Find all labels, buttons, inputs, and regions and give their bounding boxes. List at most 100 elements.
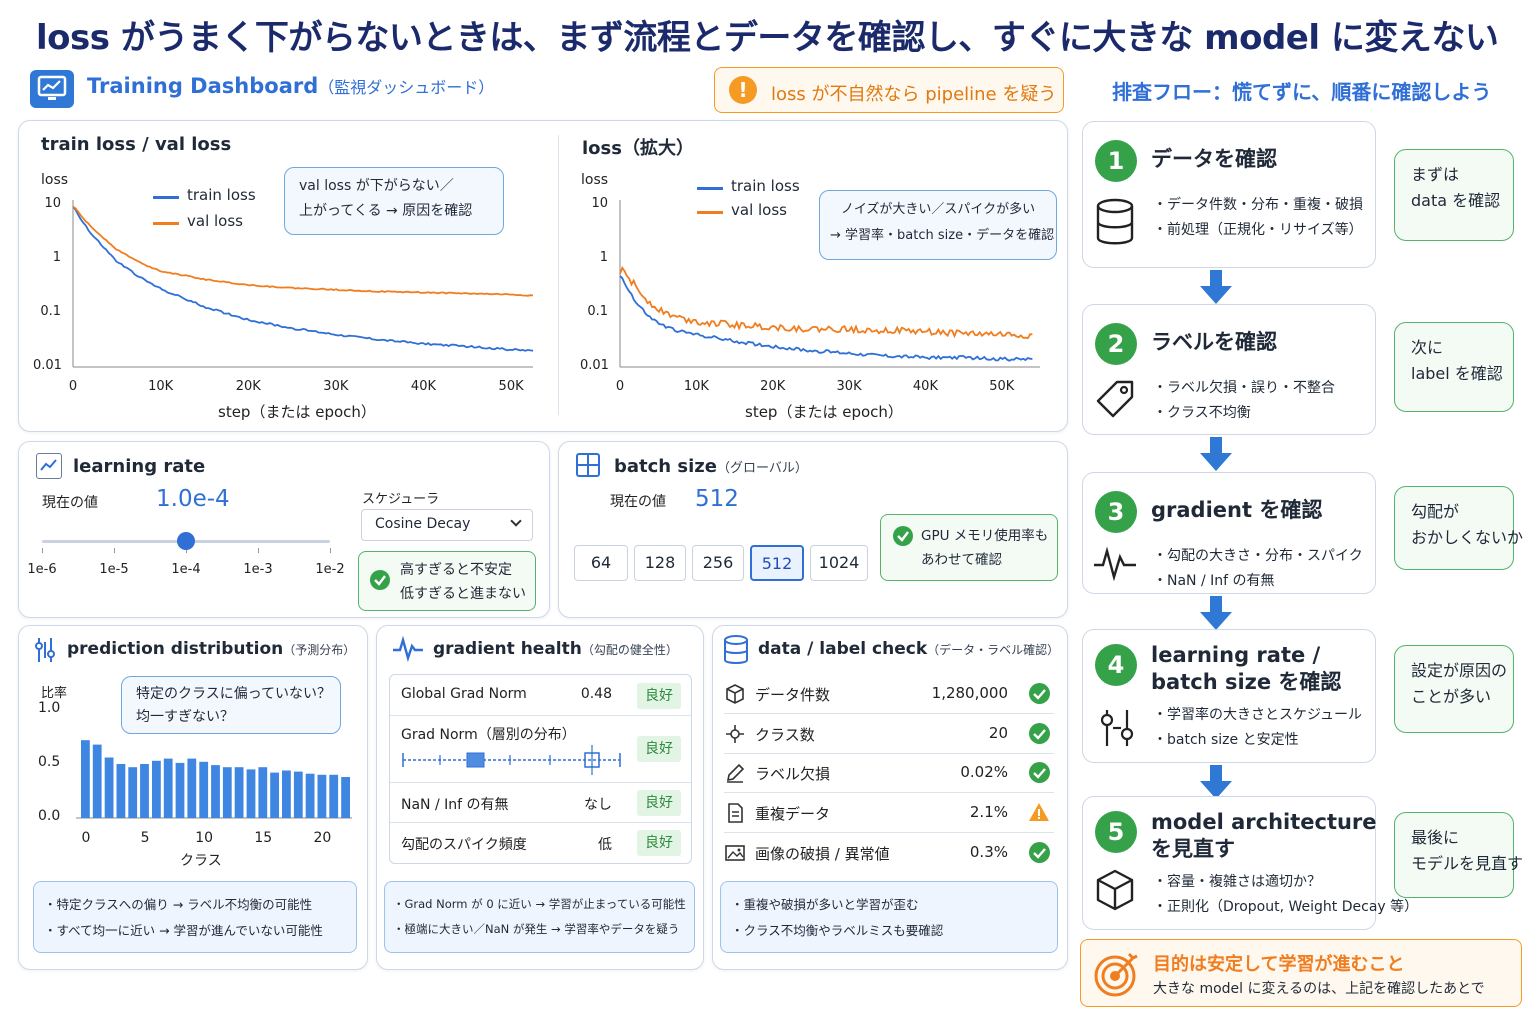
step-hint-line: 勾配が <box>1411 502 1460 521</box>
flow-arrow-icon <box>1198 596 1234 632</box>
scheduler-select[interactable]: Cosine Decay <box>361 509 533 541</box>
gradient-table <box>389 674 692 864</box>
zoom-chart-plot <box>619 200 1040 368</box>
batch-size-option-256[interactable]: 256 <box>692 545 744 581</box>
step-hint-line: 設定が原因の <box>1411 661 1508 680</box>
step-number-badge: 4 <box>1095 644 1137 686</box>
loss-callout-line-2: 上がってくる → 原因を確認 <box>299 203 473 219</box>
zoom-chart-xlabel: step（または epoch） <box>745 403 903 421</box>
loss-ytick: 1 <box>52 250 61 265</box>
pulse-icon <box>1093 545 1137 585</box>
lr-slider-handle[interactable] <box>177 532 195 550</box>
zoom-legend-swatch-train <box>697 187 723 190</box>
pred-bar-17 <box>282 770 291 818</box>
zoom-xtick: 10K <box>683 379 709 394</box>
node-icon <box>724 723 746 745</box>
zoom-line-val <box>619 265 1033 340</box>
step-title: model architecture <box>1151 810 1377 834</box>
data-check-notes: ・重複や破損が多いと学習が歪む ・クラス不均衡やラベルミスも要確認 <box>720 881 1058 953</box>
bs-note: GPU メモリ使用率も あわせて確認 <box>880 514 1058 581</box>
pen-icon <box>724 762 746 784</box>
gradient-row-sep <box>390 715 691 716</box>
gradient-row-value: 0.48 <box>580 686 612 702</box>
step-hint-line: おかしくないか <box>1411 528 1524 547</box>
batch-size-option-1024[interactable]: 1024 <box>810 545 868 581</box>
batch-size-title: batch size（グローバル） <box>614 456 808 477</box>
bs-note-line-1: GPU メモリ使用率も <box>921 528 1049 544</box>
gradient-status-badge: 良好 <box>637 790 681 816</box>
batch-size-option-512[interactable]: 512 <box>750 545 804 581</box>
zoom-ytick: 0.1 <box>587 304 608 319</box>
zoom-callout-line-2: → 学習率・batch size・データを確認 <box>830 228 1055 243</box>
zoom-legend-swatch-val <box>697 211 723 214</box>
pred-ytick: 0.0 <box>38 808 61 824</box>
data-row-sep <box>724 832 1054 833</box>
pred-bar-16 <box>270 772 279 818</box>
lr-note-line-2: 低すぎると進まない <box>400 586 526 602</box>
gradient-note-1: ・Grad Norm が 0 に近い → 学習が止まっている可能性 <box>393 897 686 911</box>
data-row-label: 画像の破損 / 異常値 <box>755 845 890 863</box>
lr-slider-tick: 1e-5 <box>99 562 129 577</box>
loss-callout-line-1: val loss が下がらない／ <box>299 178 454 194</box>
legend-swatch-train <box>153 196 179 199</box>
zoom-line-train <box>619 275 1033 362</box>
data-check-title: data / label check（データ・ラベル確認） <box>758 639 1059 659</box>
pred-bar-11 <box>211 765 220 818</box>
loss-xtick: 10K <box>148 379 174 394</box>
loss-chart-plot <box>72 200 534 368</box>
step-hint-line: 最後に <box>1411 828 1460 847</box>
step-description: ・データ件数・分布・重複・破損 <box>1153 197 1363 213</box>
prediction-ylabel: 比率 <box>41 686 68 701</box>
zoom-legend-train: train loss <box>731 177 800 195</box>
loss-xtick: 30K <box>323 379 349 394</box>
data-row-sep <box>724 792 1054 793</box>
lr-slider-tick: 1e-3 <box>243 562 273 577</box>
pred-bar-4 <box>128 767 138 818</box>
step-title: batch size を確認 <box>1151 670 1342 694</box>
step-hint-line: モデルを見直す <box>1411 854 1524 873</box>
legend-swatch-val <box>153 222 179 225</box>
prediction-title-text: prediction distribution <box>67 639 284 659</box>
step-title: を見直す <box>1151 837 1235 861</box>
step-hint-1: まずは data を確認 <box>1394 149 1514 241</box>
data-check-note-1: ・重複や破損が多いと学習が歪む <box>731 897 919 912</box>
gradient-status-badge: 良好 <box>637 830 681 856</box>
prediction-notes: ・特定クラスへの偏り → ラベル不均衡の可能性 ・すべて均一に近い → 学習が進… <box>33 881 357 953</box>
zoom-xtick: 40K <box>912 379 938 394</box>
batch-size-option-64[interactable]: 64 <box>574 545 628 581</box>
batch-size-subtitle: （グローバル） <box>716 461 808 476</box>
prediction-callout-line-2: 均一すぎない？ <box>136 709 234 725</box>
data-row-label: ラベル欠損 <box>755 765 831 783</box>
step-hint-2: 次に label を確認 <box>1394 322 1514 412</box>
pred-bar-15 <box>258 767 268 818</box>
target-icon <box>1093 950 1141 1002</box>
legend-val: val loss <box>187 212 243 230</box>
pred-xtick: 0 <box>81 830 91 846</box>
zoom-legend-val: val loss <box>731 201 787 219</box>
grid-icon <box>576 453 600 477</box>
step-number-badge: 3 <box>1095 491 1137 533</box>
goal-banner: 目的は安定して学習が進むこと 大きな model に変えるのは、上記を確認したあ… <box>1080 939 1522 1007</box>
zoom-xtick: 30K <box>836 379 862 394</box>
zoom-ytick: 1 <box>599 250 608 265</box>
lr-slider-notch <box>114 548 115 553</box>
gradient-title: gradient health（勾配の健全性） <box>433 639 678 659</box>
sliders-icon <box>1097 708 1137 752</box>
data-row-value: 2.1% <box>969 803 1008 821</box>
loss-line-val <box>72 205 534 297</box>
chevron-down-icon <box>510 515 522 527</box>
scheduler-value: Cosine Decay <box>375 516 471 532</box>
pred-ytick: 1.0 <box>38 700 61 716</box>
batch-size-title-text: batch size <box>614 456 717 477</box>
pred-bar-12 <box>222 767 232 818</box>
pred-bar-0 <box>81 740 90 818</box>
data-row-value: 20 <box>988 724 1008 742</box>
step-description: ・容量・複雑さは適切か？ <box>1153 874 1321 890</box>
batch-size-option-128[interactable]: 128 <box>634 545 686 581</box>
gradient-row-label: NaN / Inf の有無 <box>401 797 509 813</box>
step-description: ・クラス不均衡 <box>1153 405 1251 421</box>
lr-slider-tick: 1e-2 <box>315 562 345 577</box>
dashboard-header: Training Dashboard（監視ダッシュボード） <box>30 70 690 110</box>
pred-bar-7 <box>163 758 173 818</box>
zoom-chart-legend: train loss val loss <box>697 177 817 225</box>
